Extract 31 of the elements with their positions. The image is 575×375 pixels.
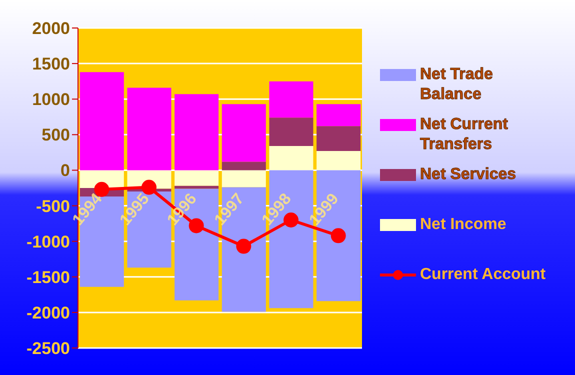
y-tick-label: -1000 bbox=[26, 232, 70, 252]
bar bbox=[127, 88, 172, 170]
legend-label: Net Services bbox=[420, 165, 518, 185]
bar bbox=[174, 170, 219, 186]
y-tick-label: -2000 bbox=[26, 303, 70, 322]
legend-label: Net Trade Balance bbox=[420, 65, 494, 105]
y-tick-label: 2000 bbox=[32, 19, 70, 38]
bar bbox=[80, 170, 124, 188]
bar bbox=[222, 162, 266, 170]
y-tick-label: 1000 bbox=[32, 90, 70, 110]
y-tick-label: -1500 bbox=[26, 268, 70, 287]
point bbox=[236, 238, 252, 254]
y-tick-label: -2500 bbox=[26, 339, 70, 358]
bar bbox=[316, 126, 361, 152]
y-tick-label: 0 bbox=[60, 161, 70, 180]
y-tick-label: 500 bbox=[42, 126, 70, 145]
bar bbox=[269, 81, 314, 118]
bar bbox=[174, 94, 219, 170]
point bbox=[330, 228, 346, 244]
y-tick-label: -500 bbox=[36, 196, 70, 216]
bar bbox=[222, 104, 266, 162]
bar bbox=[222, 170, 266, 188]
y-tick-label: 1500 bbox=[32, 54, 70, 74]
bar bbox=[316, 151, 361, 170]
legend-label: Current Account bbox=[420, 265, 547, 285]
bar bbox=[316, 104, 361, 126]
legend-label: Net Income bbox=[420, 215, 508, 235]
legend-label: Net Current Transfers bbox=[420, 115, 510, 155]
bar bbox=[269, 146, 314, 170]
bar bbox=[80, 72, 124, 170]
bar bbox=[269, 118, 314, 146]
